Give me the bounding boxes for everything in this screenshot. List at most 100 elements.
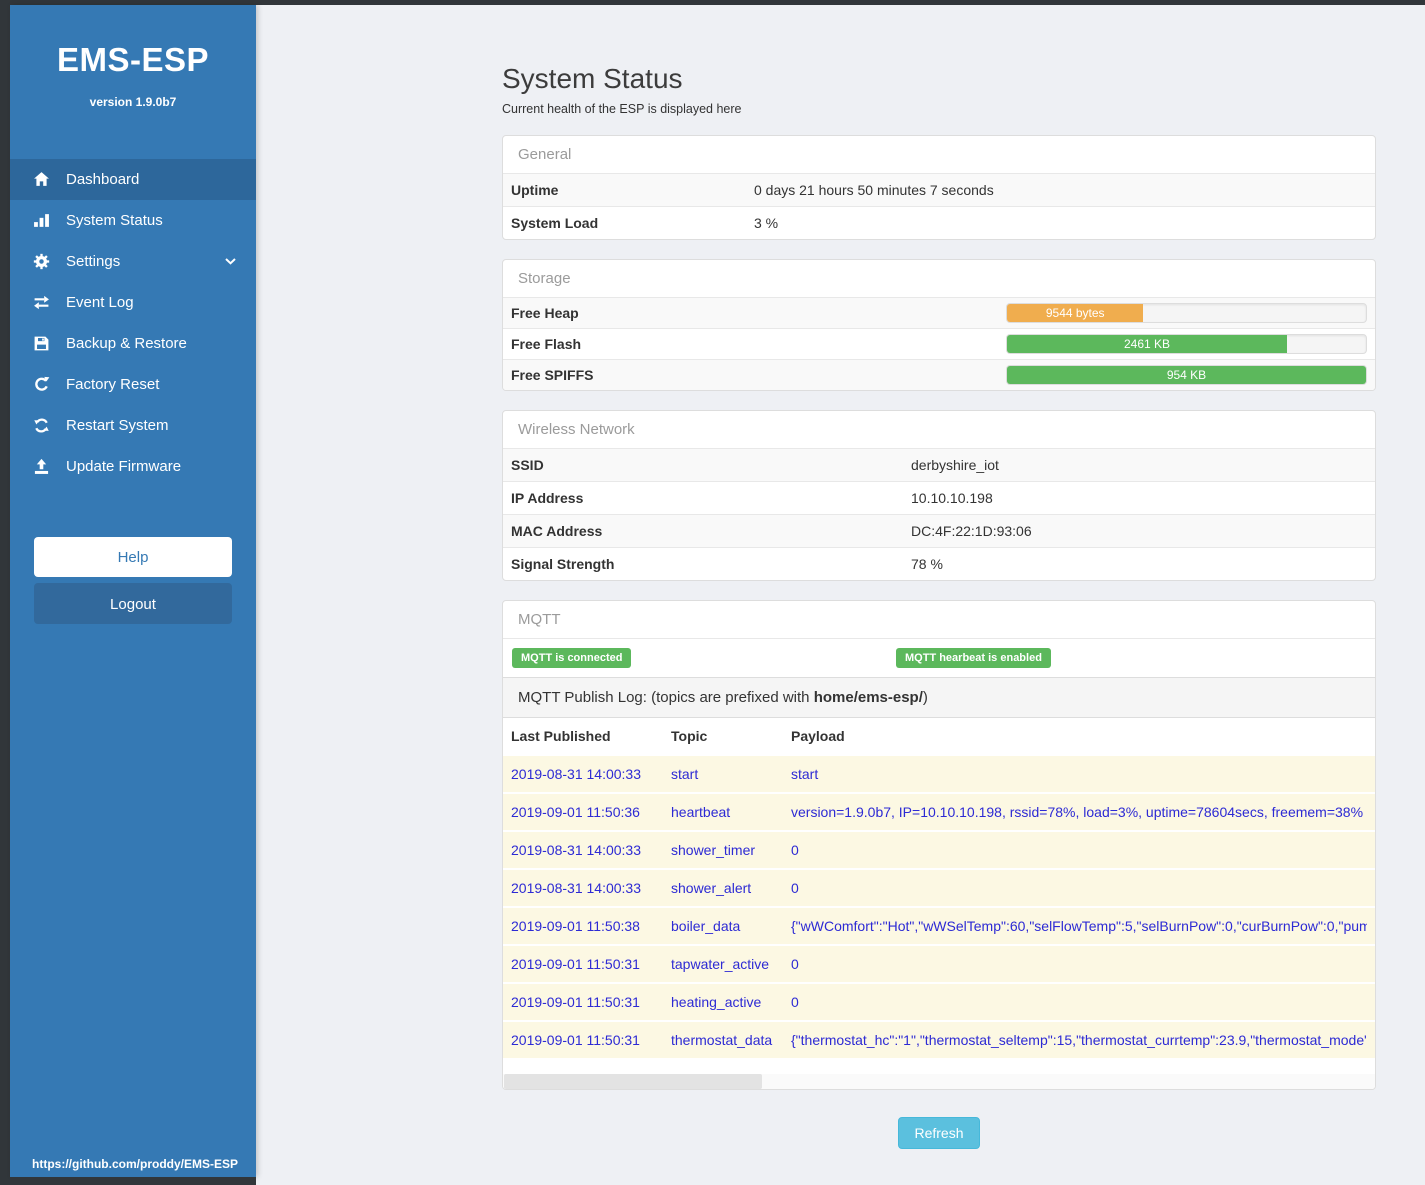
- row-label: SSID: [511, 457, 544, 473]
- app-version: version 1.9.0b7: [89, 95, 177, 109]
- topic-cell[interactable]: shower_timer: [671, 842, 756, 858]
- system-status-icon: [32, 212, 50, 229]
- row-label: Free SPIFFS: [511, 367, 594, 383]
- mqtt-heartbeat-badge: MQTT hearbeat is enabled: [896, 648, 1051, 668]
- logout-button[interactable]: Logout: [34, 583, 232, 624]
- panel-mqtt: MQTT MQTT is connected MQTT hearbeat is …: [502, 600, 1376, 1090]
- row-label: Free Flash: [511, 336, 582, 352]
- published-cell[interactable]: 2019-08-31 14:00:33: [511, 880, 641, 896]
- panel-storage-title: Storage: [518, 270, 571, 287]
- refresh-icon: [32, 417, 50, 434]
- column-header: Payload: [791, 728, 845, 744]
- table-row: 2019-09-01 11:50:31 thermostat_data {"th…: [503, 1020, 1375, 1058]
- panel-wireless: Wireless Network SSID derbyshire_iot IP …: [502, 410, 1376, 581]
- panel-wireless-title: Wireless Network: [518, 421, 635, 438]
- panel-storage: Storage Free Heap 9544 bytes Free Flash …: [502, 259, 1376, 391]
- mqtt-table-header: Last Published Topic Payload: [503, 718, 1375, 754]
- published-cell[interactable]: 2019-09-01 11:50:31: [511, 956, 640, 972]
- published-cell[interactable]: 2019-09-01 11:50:38: [511, 918, 640, 934]
- mqtt-badges-row: MQTT is connected MQTT hearbeat is enabl…: [503, 638, 1375, 677]
- free-heap-progress: 9544 bytes: [1006, 303, 1367, 323]
- wireless-row-ssid: SSID derbyshire_iot: [503, 448, 1375, 481]
- log-title-prefix: MQTT Publish Log: (topics are prefixed w…: [518, 689, 814, 706]
- topic-cell[interactable]: heartbeat: [671, 804, 731, 820]
- column-header: Topic: [671, 728, 708, 744]
- sidebar-item-label: Backup & Restore: [66, 335, 187, 352]
- row-value: 0 days 21 hours 50 minutes 7 seconds: [754, 182, 994, 198]
- published-cell[interactable]: 2019-08-31 14:00:33: [511, 842, 641, 858]
- row-value: 10.10.10.198: [911, 490, 993, 506]
- published-cell[interactable]: 2019-09-01 11:50:31: [511, 1032, 640, 1048]
- table-row: 2019-09-01 11:50:31 tapwater_active 0: [503, 944, 1375, 982]
- progress-fill: 954 KB: [1007, 366, 1366, 384]
- published-cell[interactable]: 2019-09-01 11:50:36: [511, 804, 640, 820]
- row-label: Free Heap: [511, 305, 579, 321]
- panel-mqtt-title: MQTT: [518, 611, 561, 628]
- wireless-row-ip: IP Address 10.10.10.198: [503, 481, 1375, 514]
- payload-cell[interactable]: 0: [791, 880, 799, 896]
- save-icon: [32, 335, 50, 352]
- topic-cell[interactable]: start: [671, 766, 699, 782]
- sidebar-item-label: System Status: [66, 212, 163, 229]
- rotate-icon: [32, 376, 50, 393]
- github-link[interactable]: https://github.com/proddy/EMS-ESP: [32, 1157, 238, 1171]
- table-row: 2019-09-01 11:50:31 heating_active 0: [503, 982, 1375, 1020]
- free-flash-progress: 2461 KB: [1006, 334, 1367, 354]
- payload-cell[interactable]: 0: [791, 994, 799, 1010]
- progress-fill: 9544 bytes: [1007, 304, 1144, 322]
- sidebar-item-system-status[interactable]: System Status: [10, 200, 256, 241]
- sidebar-bottom-gap: [10, 1177, 256, 1185]
- mqtt-publish-log-title: MQTT Publish Log: (topics are prefixed w…: [503, 677, 1375, 718]
- sidebar-item-backup-restore[interactable]: Backup & Restore: [10, 323, 256, 364]
- sidebar-item-settings[interactable]: Settings: [10, 241, 256, 282]
- exchange-icon: [32, 294, 50, 311]
- sidebar-item-dashboard[interactable]: Dashboard: [10, 159, 256, 200]
- panel-general-title: General: [518, 146, 572, 163]
- topic-cell[interactable]: heating_active: [671, 994, 762, 1010]
- sidebar-item-label: Restart System: [66, 417, 169, 434]
- page-subtitle: Current health of the ESP is displayed h…: [502, 102, 742, 116]
- topic-cell[interactable]: tapwater_active: [671, 956, 770, 972]
- published-cell[interactable]: 2019-08-31 14:00:33: [511, 766, 641, 782]
- sidebar-item-label: Dashboard: [66, 171, 140, 188]
- row-value: 78 %: [911, 556, 943, 572]
- sidebar-item-event-log[interactable]: Event Log: [10, 282, 256, 323]
- topic-cell[interactable]: shower_alert: [671, 880, 752, 896]
- published-cell[interactable]: 2019-09-01 11:50:31: [511, 994, 640, 1010]
- row-label: System Load: [511, 215, 599, 231]
- sidebar-menu: Dashboard System Status: [10, 159, 256, 487]
- brand: EMS-ESP version 1.9.0b7: [10, 5, 256, 109]
- refresh-button[interactable]: Refresh: [898, 1117, 980, 1149]
- panel-general: General Uptime 0 days 21 hours 50 minute…: [502, 135, 1376, 240]
- sidebar-item-label: Settings: [66, 253, 121, 270]
- scrollbar-thumb[interactable]: [504, 1074, 762, 1089]
- chevron-down-icon: [225, 258, 236, 265]
- table-tail-spacer: [503, 1058, 1375, 1074]
- table-row: 2019-08-31 14:00:33 shower_timer 0: [503, 830, 1375, 868]
- payload-cell[interactable]: {"thermostat_hc":"1","thermostat_seltemp…: [791, 1032, 1367, 1048]
- log-title-suffix: ): [922, 689, 928, 706]
- topic-cell[interactable]: thermostat_data: [671, 1032, 773, 1048]
- horizontal-scrollbar[interactable]: [503, 1074, 1375, 1089]
- row-label: MAC Address: [511, 523, 603, 539]
- sidebar-item-factory-reset[interactable]: Factory Reset: [10, 364, 256, 405]
- row-value: derbyshire_iot: [911, 457, 999, 473]
- sidebar-item-restart-system[interactable]: Restart System: [10, 405, 256, 446]
- help-button[interactable]: Help: [34, 537, 232, 577]
- table-row: 2019-08-31 14:00:33 start start: [503, 754, 1375, 792]
- storage-row-free-flash: Free Flash 2461 KB: [503, 328, 1375, 359]
- general-row-system-load: System Load 3 %: [503, 206, 1375, 239]
- payload-cell[interactable]: start: [791, 766, 819, 782]
- row-value: 3 %: [754, 215, 779, 231]
- payload-cell[interactable]: 0: [791, 842, 799, 858]
- payload-cell[interactable]: 0: [791, 956, 799, 972]
- app-window: EMS-ESP version 1.9.0b7 Dashboard System…: [10, 5, 1425, 1185]
- payload-cell[interactable]: version=1.9.0b7, IP=10.10.10.198, rssid=…: [791, 804, 1364, 820]
- payload-cell[interactable]: {"wWComfort":"Hot","wWSelTemp":60,"selFl…: [791, 918, 1367, 934]
- table-row: 2019-09-01 11:50:38 boiler_data {"wWComf…: [503, 906, 1375, 944]
- sidebar-item-label: Factory Reset: [66, 376, 160, 393]
- topic-cell[interactable]: boiler_data: [671, 918, 741, 934]
- sidebar-item-update-firmware[interactable]: Update Firmware: [10, 446, 256, 487]
- progress-fill: 2461 KB: [1007, 335, 1288, 353]
- general-row-uptime: Uptime 0 days 21 hours 50 minutes 7 seco…: [503, 173, 1375, 206]
